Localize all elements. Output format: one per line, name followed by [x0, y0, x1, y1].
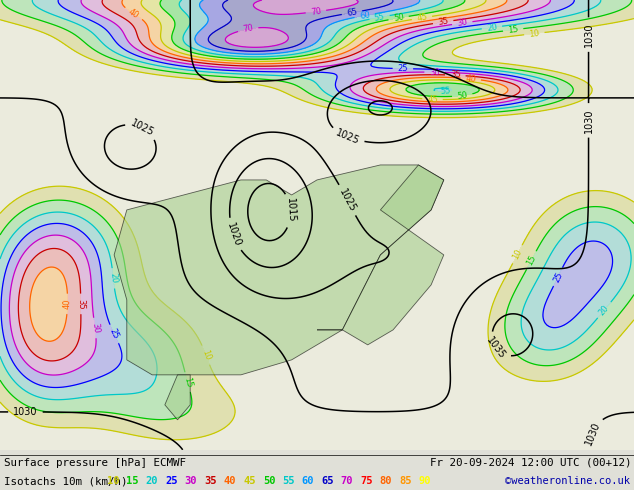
Text: 25: 25 [108, 327, 120, 341]
Text: 10: 10 [511, 247, 524, 261]
Text: 1035: 1035 [485, 335, 508, 361]
Text: 40: 40 [465, 74, 476, 84]
Text: 1025: 1025 [337, 187, 358, 213]
Text: 25: 25 [398, 64, 408, 73]
Text: 70: 70 [341, 476, 353, 486]
Text: 1030: 1030 [583, 420, 602, 446]
Text: 15: 15 [525, 253, 538, 267]
Text: 30: 30 [456, 18, 468, 28]
Text: 15: 15 [507, 25, 519, 35]
Text: 40: 40 [224, 476, 236, 486]
Text: ©weatheronline.co.uk: ©weatheronline.co.uk [505, 476, 630, 486]
Text: 50: 50 [263, 476, 275, 486]
Text: Fr 20-09-2024 12:00 UTC (00+12): Fr 20-09-2024 12:00 UTC (00+12) [430, 458, 632, 467]
Text: 1025: 1025 [129, 118, 155, 138]
Text: 55: 55 [440, 86, 451, 96]
Text: 90: 90 [419, 476, 431, 486]
Text: Isotachs 10m (km/h): Isotachs 10m (km/h) [4, 476, 127, 486]
Text: 65: 65 [346, 7, 358, 18]
Text: 45: 45 [427, 95, 438, 104]
Text: 45: 45 [416, 13, 428, 23]
Text: 1015: 1015 [285, 198, 296, 223]
Text: 80: 80 [380, 476, 392, 486]
Text: 20: 20 [108, 272, 119, 284]
Text: 1020: 1020 [224, 221, 242, 248]
Text: 70: 70 [310, 6, 322, 17]
Polygon shape [165, 375, 190, 420]
Text: 20: 20 [146, 476, 158, 486]
Text: 55: 55 [373, 12, 385, 23]
Polygon shape [317, 165, 444, 345]
Text: 60: 60 [359, 10, 371, 21]
Text: 20: 20 [597, 303, 611, 317]
Text: 10: 10 [200, 348, 212, 362]
Text: 35: 35 [450, 71, 461, 80]
Text: 35: 35 [204, 476, 217, 486]
Text: 50: 50 [456, 91, 468, 100]
Text: 30: 30 [184, 476, 197, 486]
Text: 25: 25 [552, 270, 564, 284]
Text: 1030: 1030 [583, 23, 593, 47]
Text: 30: 30 [429, 68, 440, 77]
Text: Surface pressure [hPa] ECMWF: Surface pressure [hPa] ECMWF [4, 458, 186, 467]
Text: 15: 15 [126, 476, 139, 486]
Text: 40: 40 [127, 7, 141, 20]
Text: 50: 50 [392, 13, 404, 24]
Text: 75: 75 [360, 476, 373, 486]
Text: 10: 10 [107, 476, 119, 486]
Text: 55: 55 [282, 476, 295, 486]
Text: 60: 60 [302, 476, 314, 486]
Text: 20: 20 [486, 23, 498, 33]
Text: 40: 40 [63, 298, 72, 309]
Text: 1030: 1030 [13, 407, 37, 417]
Text: 45: 45 [243, 476, 256, 486]
Text: 65: 65 [321, 476, 333, 486]
Text: 1030: 1030 [583, 108, 593, 133]
Text: 15: 15 [182, 376, 193, 389]
Text: 85: 85 [399, 476, 412, 486]
Text: 70: 70 [242, 24, 254, 34]
Text: 30: 30 [90, 322, 100, 334]
Text: 10: 10 [529, 28, 540, 39]
Text: 35: 35 [76, 298, 86, 309]
Text: 1025: 1025 [334, 127, 361, 146]
Text: 25: 25 [165, 476, 178, 486]
Text: 35: 35 [437, 17, 449, 27]
Polygon shape [114, 165, 444, 375]
